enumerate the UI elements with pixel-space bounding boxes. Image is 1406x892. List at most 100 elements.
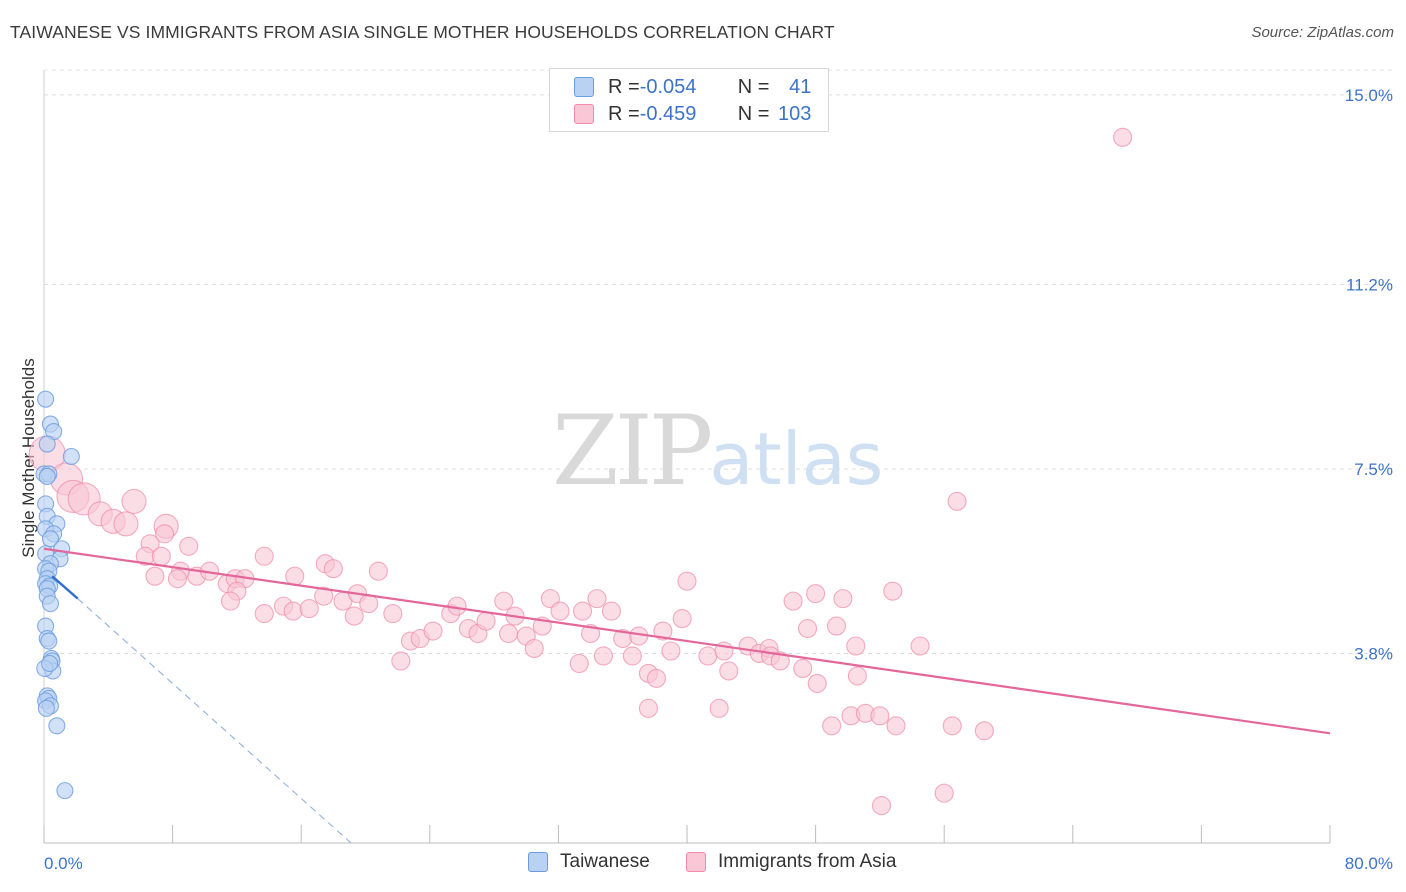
data-point-asia: [709, 698, 729, 718]
trendline-taiwanese: [51, 575, 79, 600]
series-legend-label-asia: Immigrants from Asia: [718, 851, 897, 872]
data-point-asia: [151, 546, 171, 566]
data-point-asia: [587, 589, 607, 609]
data-point-asia: [254, 546, 274, 566]
data-point-taiwanese: [41, 595, 59, 613]
data-point-asia: [672, 609, 692, 629]
data-point-taiwanese: [38, 467, 56, 485]
data-point-taiwanese: [38, 435, 56, 453]
data-point-taiwanese: [62, 447, 80, 466]
data-point-asia: [677, 571, 697, 591]
data-point-asia: [910, 636, 930, 656]
data-point-asia: [179, 536, 199, 556]
data-point-asia: [934, 783, 954, 803]
data-point-asia: [870, 706, 890, 726]
legend-row-asia: R = -0.459 N = 103: [574, 101, 811, 127]
legend-r-label: R =: [608, 75, 640, 98]
data-point-asia: [155, 524, 175, 544]
data-point-asia: [638, 698, 658, 718]
legend-swatch-taiwanese: [574, 77, 594, 97]
data-point-asia: [524, 638, 544, 659]
watermark: ZIPatlas: [552, 395, 883, 507]
x-tick-label-max: 80.0%: [1345, 854, 1393, 873]
legend-n-label: N =: [737, 75, 770, 98]
data-point-asia: [299, 599, 319, 619]
y-tick-label: 15.0%: [1345, 86, 1393, 105]
watermark-zip: ZIP: [552, 395, 713, 507]
data-point-asia: [622, 646, 642, 666]
series-legend-swatch-asia: [686, 852, 706, 872]
data-point-asia: [323, 559, 343, 579]
data-point-asia: [646, 668, 667, 688]
trendline-asia: [43, 547, 1331, 735]
y-axis-title: Single Mother Households: [19, 358, 38, 557]
stats-legend: R = -0.054 N = 41 R = -0.459 N = 103: [549, 68, 829, 132]
data-point-asia: [783, 591, 803, 611]
data-point-asia: [806, 584, 826, 604]
legend-r-label: R =: [608, 102, 640, 125]
data-point-asia: [391, 651, 411, 671]
data-point-asia: [770, 651, 790, 671]
data-point-asia: [719, 661, 739, 681]
y-tick-label: 11.2%: [1346, 275, 1393, 294]
x-tick-label-min: 0.0%: [44, 854, 83, 873]
series-legend-label-taiwanese: Taiwanese: [560, 851, 650, 872]
data-point-asia: [883, 581, 903, 601]
data-point-asia: [423, 621, 443, 641]
data-point-asia: [580, 623, 601, 644]
legend-r-value: -0.459: [639, 102, 697, 125]
data-point-asia: [494, 591, 514, 611]
data-point-asia: [283, 601, 303, 621]
data-point-asia: [798, 619, 818, 639]
y-tick-label: 7.5%: [1354, 460, 1393, 479]
data-point-asia: [661, 641, 681, 661]
data-point-asia: [383, 604, 403, 624]
data-point-taiwanese: [41, 654, 59, 673]
legend-n-label: N =: [737, 102, 770, 125]
data-point-asia: [847, 666, 867, 686]
data-point-taiwanese: [37, 390, 55, 408]
data-point-asia: [220, 591, 241, 611]
data-point-asia: [793, 658, 813, 679]
legend-row-taiwanese: R = -0.054 N = 41: [574, 74, 811, 100]
data-point-asia: [974, 721, 994, 741]
data-point-asia: [593, 646, 613, 666]
source-credit: Source: ZipAtlas.com: [1251, 24, 1394, 41]
data-point-asia: [698, 646, 718, 666]
data-point-asia: [871, 796, 892, 816]
data-point-asia: [368, 561, 388, 581]
data-point-asia: [113, 511, 139, 537]
data-point-asia: [826, 616, 847, 636]
data-point-asia: [1113, 127, 1133, 147]
data-point-asia: [947, 491, 967, 511]
y-tick-label: 3.8%: [1354, 644, 1393, 663]
series-legend-asia[interactable]: Immigrants from Asia: [686, 851, 896, 873]
data-point-asia: [833, 589, 853, 609]
series-legend-taiwanese[interactable]: Taiwanese: [528, 851, 650, 873]
legend-r-value: -0.054: [639, 75, 697, 98]
data-point-asia: [653, 621, 673, 641]
data-point-asia: [807, 673, 827, 693]
data-point-asia: [499, 623, 519, 644]
chart-title: TAIWANESE VS IMMIGRANTS FROM ASIA SINGLE…: [10, 22, 835, 42]
data-point-asia: [254, 604, 274, 624]
data-point-asia: [942, 716, 962, 736]
data-point-taiwanese: [37, 699, 55, 717]
data-point-asia: [121, 488, 147, 514]
data-point-asia: [145, 566, 165, 586]
series-legend-swatch-taiwanese: [528, 852, 548, 872]
data-point-taiwanese: [48, 717, 66, 735]
trendline-taiwanese-extrapolated: [77, 598, 352, 844]
data-point-taiwanese: [40, 632, 58, 650]
data-point-asia: [476, 611, 496, 631]
data-point-asia: [285, 566, 305, 586]
data-point-asia: [572, 601, 593, 621]
data-point-asia: [344, 606, 364, 626]
data-point-asia: [846, 636, 866, 656]
data-point-asia: [822, 716, 842, 736]
series-legend: Taiwanese Immigrants from Asia: [0, 851, 1406, 879]
legend-n-value: 41: [789, 75, 812, 98]
data-point-asia: [601, 601, 621, 621]
data-point-asia: [314, 586, 334, 606]
